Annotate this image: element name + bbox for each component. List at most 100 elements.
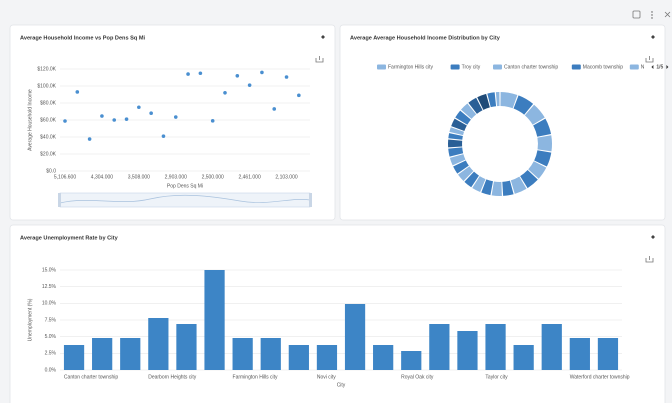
x-tick-label: Farmington Hills city — [233, 374, 279, 380]
slider-handle[interactable] — [309, 193, 312, 207]
x-tick-label: Taylor city — [485, 374, 508, 380]
donut-slice — [491, 181, 502, 196]
x-axis-label: Pop Dens Sq Mi — [167, 183, 203, 189]
panel — [339, 24, 666, 221]
scatter-point — [297, 93, 301, 98]
x-tick-label: 4,304.000 — [91, 174, 113, 180]
legend-label: Canton charter township — [504, 64, 558, 70]
x-tick-label: 5,106.600 — [54, 174, 76, 180]
donut-slice — [500, 92, 518, 109]
ai-icon[interactable] — [651, 235, 655, 239]
legend-swatch — [450, 64, 460, 70]
scatter-point — [223, 91, 227, 95]
chart-title: Average Household Income vs Pop Dens Sq … — [20, 35, 146, 41]
legend-label: N — [641, 64, 645, 70]
scatter-point — [63, 119, 67, 123]
menu-dot[interactable] — [651, 17, 653, 19]
donut-slice — [460, 103, 477, 119]
scatter-point — [272, 107, 277, 111]
y-tick-label: 0.0% — [45, 367, 57, 373]
download-icon[interactable] — [645, 56, 654, 63]
scatter-point — [235, 74, 240, 78]
scatter-point — [161, 134, 166, 138]
x-tick-label: 2,500.000 — [202, 174, 224, 180]
y-tick-label: $0.0 — [46, 168, 56, 174]
bar — [63, 345, 85, 370]
scatter-point — [186, 72, 190, 76]
legend-swatch — [629, 64, 639, 70]
toolbar — [632, 10, 671, 19]
close-icon[interactable] — [664, 11, 671, 18]
zoom-slider[interactable] — [58, 192, 312, 208]
save-icon[interactable] — [632, 10, 641, 19]
menu-dot[interactable] — [651, 11, 653, 13]
donut-slice — [453, 160, 469, 174]
scatter-point — [100, 114, 104, 118]
bar — [288, 345, 309, 370]
y-tick-label: $100.0K — [37, 83, 56, 89]
donut-slice — [477, 93, 490, 110]
ai-icon[interactable] — [321, 35, 325, 39]
scatter-point — [87, 137, 92, 141]
legend-next[interactable] — [666, 65, 669, 69]
y-tick-label: $80.0K — [40, 100, 57, 106]
download-icon[interactable] — [315, 56, 324, 63]
scatter-point — [137, 105, 141, 110]
donut-slice — [481, 179, 494, 196]
download-icon[interactable] — [645, 256, 654, 263]
scatter-point — [260, 70, 264, 75]
donut-slice — [524, 104, 545, 125]
scatter-point — [210, 119, 215, 123]
bar — [429, 324, 450, 370]
legend-swatch — [377, 64, 386, 70]
y-tick-label: $40.0K — [40, 134, 57, 140]
scatter-point — [198, 71, 203, 76]
y-axis-label: Unemployment (%) — [27, 298, 33, 341]
donut-slice — [472, 176, 486, 193]
slider-handle[interactable] — [58, 193, 61, 207]
donut-slice — [537, 135, 552, 152]
scatter-point — [247, 83, 252, 87]
donut-slice — [449, 154, 466, 166]
legend-swatch — [493, 64, 502, 70]
donut-slice — [534, 150, 552, 167]
donut-slice — [510, 176, 527, 194]
x-tick-label: 2,461.000 — [238, 174, 260, 180]
x-axis-label: City — [337, 382, 346, 388]
y-tick-label: $120.0K — [37, 66, 56, 72]
bar — [373, 345, 394, 370]
donut-slice — [468, 97, 483, 114]
y-axis-label: Average Household Income — [27, 89, 33, 151]
y-tick-label: 2.5% — [45, 351, 57, 357]
donut-slice — [448, 139, 463, 148]
panel — [9, 24, 336, 221]
legend-prev[interactable] — [651, 65, 654, 69]
donut-slice — [528, 161, 547, 179]
y-tick-label: $60.0K — [40, 117, 57, 123]
legend-label: Farmington Hills city — [388, 64, 434, 70]
donut-slice — [495, 92, 500, 107]
donut-slice — [448, 147, 464, 157]
donut-slice — [513, 95, 534, 115]
donut-slice — [464, 171, 479, 188]
y-tick-label: 15.0% — [42, 267, 57, 273]
x-tick-label: 2,103.000 — [275, 174, 297, 180]
ai-icon[interactable] — [651, 35, 655, 39]
slider-preview — [59, 194, 311, 204]
chart-title: Average Unemployment Rate by City — [20, 235, 119, 241]
x-tick-label: Novi city — [317, 374, 336, 380]
bar — [401, 351, 422, 370]
bar — [316, 345, 338, 370]
menu-dot[interactable] — [651, 14, 653, 16]
scatter-point — [124, 117, 129, 121]
legend-label: Troy city — [462, 64, 481, 70]
bar — [569, 338, 590, 370]
bar — [485, 324, 506, 370]
scatter-point — [75, 90, 80, 94]
legend-page: 1/5 — [656, 64, 663, 70]
x-tick-label: Dearborn Heights city — [148, 374, 197, 380]
bar — [120, 338, 141, 370]
scatter-point — [284, 75, 289, 79]
